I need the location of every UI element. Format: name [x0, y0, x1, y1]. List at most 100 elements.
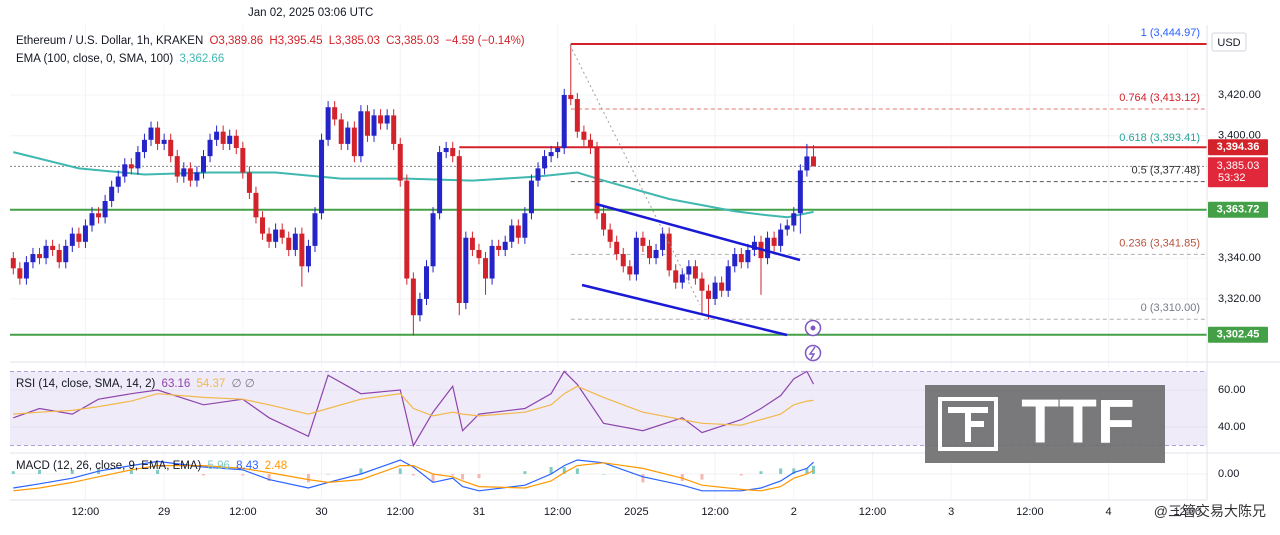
macd-histogram-bar — [700, 474, 704, 480]
candle-body — [358, 111, 364, 157]
candle-body — [246, 172, 252, 193]
x-tick-label: 12:00 — [229, 506, 257, 518]
macd-histogram-bar — [70, 469, 74, 475]
candle-body — [548, 152, 554, 157]
candle-body — [469, 237, 475, 250]
price-tag-label: 3,385.03 — [1217, 160, 1260, 172]
macd-histogram-bar — [359, 468, 363, 475]
candle-body — [135, 152, 141, 169]
low: L3,385.03 — [328, 35, 380, 47]
macd-histogram-bar — [792, 468, 796, 475]
candle-body — [515, 225, 521, 238]
candle-body — [725, 266, 731, 291]
candle-body — [181, 168, 187, 177]
candle-body — [187, 168, 193, 181]
candle-body — [332, 107, 338, 120]
candle-body — [666, 233, 672, 271]
event-icon[interactable] — [804, 344, 822, 362]
price-tag — [1208, 157, 1268, 188]
rsi-line — [13, 370, 815, 448]
candle-body — [384, 115, 390, 124]
candle-body — [299, 233, 305, 267]
candle-body — [640, 237, 646, 246]
candle-body — [161, 139, 167, 144]
candle-body — [220, 131, 226, 144]
candle-body — [96, 213, 102, 218]
candle-body — [207, 139, 213, 157]
currency-box[interactable] — [1211, 32, 1247, 52]
x-tick-label: 29 — [158, 506, 170, 518]
candle-body — [391, 115, 397, 144]
candle-body — [319, 139, 325, 214]
x-tick-label: 12:00 — [859, 506, 887, 518]
candle-body — [443, 147, 449, 153]
macd-histogram-bar — [575, 468, 579, 475]
candle-body — [194, 172, 200, 181]
candle-body — [784, 225, 790, 230]
channel-upper — [595, 202, 801, 262]
event-icon-bolt — [808, 346, 816, 360]
candle-body — [279, 229, 285, 238]
candle-body — [738, 254, 744, 263]
candle-body — [620, 254, 626, 267]
candle-body — [561, 94, 567, 148]
macd-histogram-bar — [759, 471, 763, 475]
macd-histogram-bar — [805, 468, 809, 475]
macd-histogram-bar — [739, 474, 743, 476]
candle-body — [82, 225, 88, 242]
fib-label: 1 (3,444.97) — [1141, 27, 1200, 39]
macd-histogram-bar — [811, 465, 815, 475]
macd-histogram-bar — [38, 469, 42, 475]
candle-body — [732, 254, 738, 267]
y-tick-label: 3,420.00 — [1218, 89, 1261, 101]
candle-body — [581, 131, 587, 140]
candle-body — [607, 229, 613, 242]
candle-body — [155, 127, 161, 144]
candle-body — [338, 119, 344, 144]
macd-histogram-bar — [398, 468, 402, 475]
channel-lower — [581, 283, 788, 337]
x-tick-label: 12:00 — [701, 506, 729, 518]
macd-histogram-bar — [779, 468, 783, 475]
macd-histogram-bar — [477, 474, 481, 479]
candle-body — [601, 213, 607, 230]
macd-histogram-bar — [431, 474, 435, 483]
candle-body — [719, 282, 725, 291]
symbol-legend: Ethereum / U.S. Dollar, 1h, KRAKEN O3,38… — [16, 35, 528, 47]
candle-body — [227, 135, 233, 144]
candle-body — [450, 147, 456, 157]
macd-value: 8.43 — [236, 460, 259, 472]
fib-label: 0.618 (3,393.41) — [1119, 132, 1200, 144]
candle-body — [765, 237, 771, 259]
macd-histogram-bar — [523, 471, 527, 475]
y-tick-label: 3,400.00 — [1218, 130, 1261, 142]
high: H3,395.45 — [269, 35, 323, 47]
candle-body — [646, 245, 652, 259]
candle-body — [417, 298, 423, 316]
ema-label: EMA (100, close, 0, SMA, 100) — [16, 53, 174, 65]
candle-body — [253, 192, 259, 218]
rsi-line — [13, 385, 814, 426]
candle-body — [456, 156, 462, 303]
candle-body — [89, 213, 95, 226]
candle-body — [292, 233, 298, 250]
candle-body — [50, 245, 56, 250]
watermark-logo-glyph — [948, 407, 988, 442]
ema-legend: EMA (100, close, 0, SMA, 100) 3,362.66 — [16, 53, 227, 65]
watermark-text: TTF — [1021, 387, 1135, 456]
candle-body — [305, 245, 311, 267]
watermark-logo — [938, 397, 998, 451]
candle-body — [351, 127, 357, 157]
candle-body — [56, 249, 62, 263]
currency-label: USD — [1217, 37, 1240, 49]
change: −4.59 (−0.14%) — [445, 35, 525, 47]
candle-body — [141, 139, 147, 153]
candle-body — [109, 186, 115, 202]
candle-body — [574, 99, 580, 132]
overlay-layer: 12:00 29 12:00 30 12:00 31 12:00 2025 12:00 2 12:0… — [72, 27, 1268, 518]
candle-body — [555, 147, 561, 153]
candle-body — [404, 180, 410, 279]
event-icon-dot — [810, 325, 816, 331]
macd-histogram-bar — [11, 471, 15, 475]
